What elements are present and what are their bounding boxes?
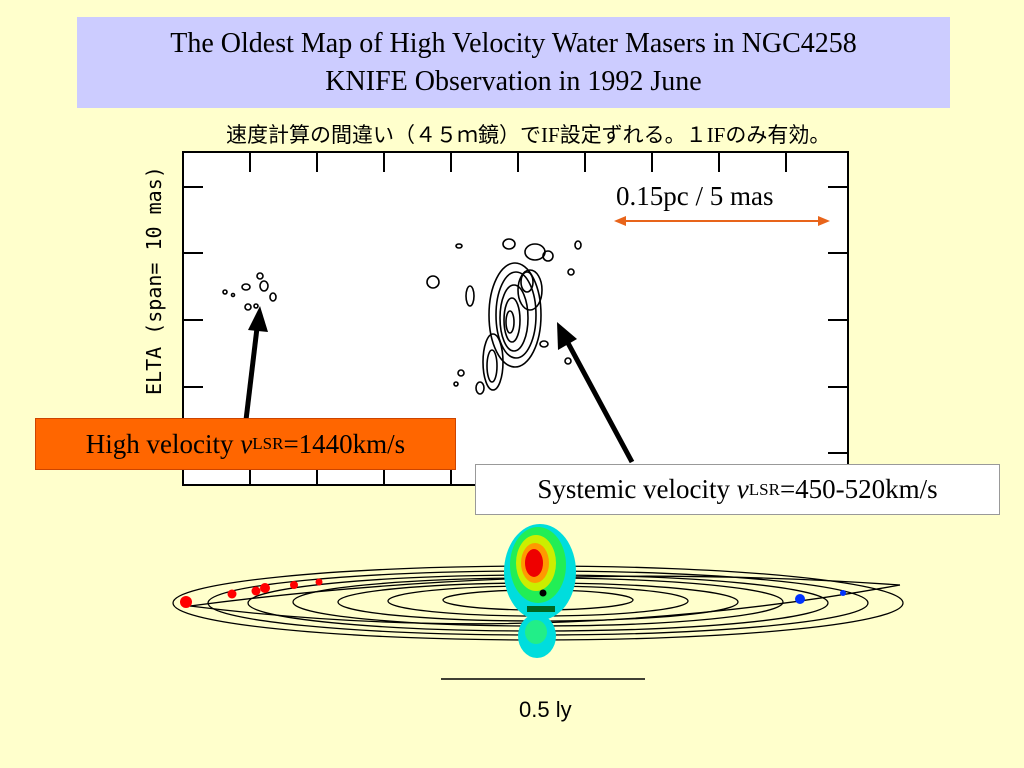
map-scale-label: 0.15pc / 5 mas [616, 181, 774, 211]
high-velocity-sub: LSR [252, 434, 284, 453]
high-velocity-prefix: High velocity [85, 428, 241, 459]
high-velocity-arrow [243, 306, 268, 421]
title-line-2: KNIFE Observation in 1992 June [325, 65, 702, 97]
systemic-velocity-sub: LSR [748, 479, 780, 499]
japanese-note: 速度計算の間違い（４５ｍ鏡）でIF設定ずれる。１IFのみ有効。 [226, 119, 830, 149]
note-part-1: 速度計算の間違い（４５ｍ鏡）で [226, 123, 541, 147]
high-velocity-label-box: High velocity v LSR =1440km/s [35, 418, 456, 470]
note-part-5: のみ有効。 [725, 123, 831, 147]
note-part-4: IF [706, 123, 726, 147]
high-velocity-value: =1440km/s [283, 428, 406, 459]
map-scale-bar [614, 216, 830, 226]
systemic-velocity-arrow [557, 322, 635, 464]
high-velocity-maser-contours [222, 272, 277, 311]
note-part-2: IF [541, 123, 560, 147]
note-part-3: 設定ずれる。１ [559, 123, 707, 147]
central-continuum-image [504, 524, 576, 658]
title-banner: The Oldest Map of High Velocity Water Ma… [77, 17, 950, 108]
title-line-1: The Oldest Map of High Velocity Water Ma… [170, 27, 857, 59]
y-axis-label: ELTA (span= 10 mas) [142, 166, 166, 395]
systemic-velocity-label-box: Systemic velocity v LSR =450-520km/s [475, 464, 1000, 515]
redshifted-maser-spots [180, 578, 323, 608]
maser-map-frame [182, 151, 849, 486]
high-velocity-v: v [240, 428, 253, 459]
systemic-velocity-value: =450-520km/s [779, 474, 938, 504]
systemic-velocity-v: v [736, 474, 749, 504]
systemic-velocity-maser-contours [426, 238, 582, 395]
blueshifted-maser-spots [795, 590, 846, 604]
systemic-velocity-prefix: Systemic velocity [537, 474, 737, 504]
disk-scale-label: 0.5 ly [519, 697, 572, 722]
